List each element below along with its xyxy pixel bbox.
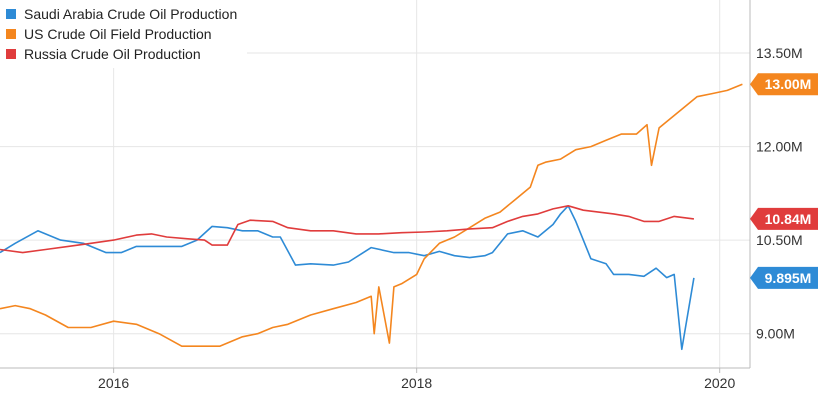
x-tick-label-0: 2016	[98, 375, 129, 391]
legend-label-russia: Russia Crude Oil Production	[24, 46, 201, 62]
x-tick-label-2: 2020	[704, 375, 735, 391]
series-layer	[0, 83, 743, 351]
legend-swatch-saudi	[6, 9, 16, 19]
legend-swatch-us	[6, 29, 16, 39]
series-line-saudi[interactable]	[0, 205, 695, 351]
legend-item-russia[interactable]: Russia Crude Oil Production	[6, 44, 237, 64]
series-line-russia[interactable]	[0, 205, 695, 254]
last-value-text-russia: 10.84M	[765, 211, 812, 227]
last-value-label-saudi: 9.895M	[750, 266, 818, 289]
last-value-label-russia: 10.84M	[750, 207, 818, 230]
y-tick-label-3: 13.50M	[756, 45, 803, 61]
last-value-tag-russia	[750, 207, 818, 230]
y-tick-label-0: 9.00M	[756, 326, 795, 342]
x-axis: 2016 2018 2020	[0, 367, 750, 391]
last-value-label-us: 13.00M	[750, 73, 818, 96]
legend-item-saudi[interactable]: Saudi Arabia Crude Oil Production	[6, 4, 237, 24]
x-tick-label-1: 2018	[401, 375, 432, 391]
legend-item-us[interactable]: US Crude Oil Field Production	[6, 24, 237, 44]
legend-label-us: US Crude Oil Field Production	[24, 26, 212, 42]
last-value-text-us: 13.00M	[765, 76, 812, 92]
last-value-tag-us	[750, 73, 818, 96]
legend-label-saudi: Saudi Arabia Crude Oil Production	[24, 6, 238, 22]
y-tick-label-1: 10.50M	[756, 232, 803, 248]
legend: Saudi Arabia Crude Oil Production US Cru…	[0, 0, 248, 68]
y-tick-label-2: 12.00M	[756, 139, 803, 155]
last-value-text-saudi: 9.895M	[765, 270, 812, 286]
y-axis: 9.00M 10.50M 12.00M 13.50M	[749, 0, 803, 368]
last-value-labels: 9.895M 13.00M 10.84M	[750, 73, 818, 289]
legend-swatch-russia	[6, 49, 16, 59]
last-value-tag-saudi	[750, 266, 818, 289]
series-line-us[interactable]	[0, 83, 743, 347]
